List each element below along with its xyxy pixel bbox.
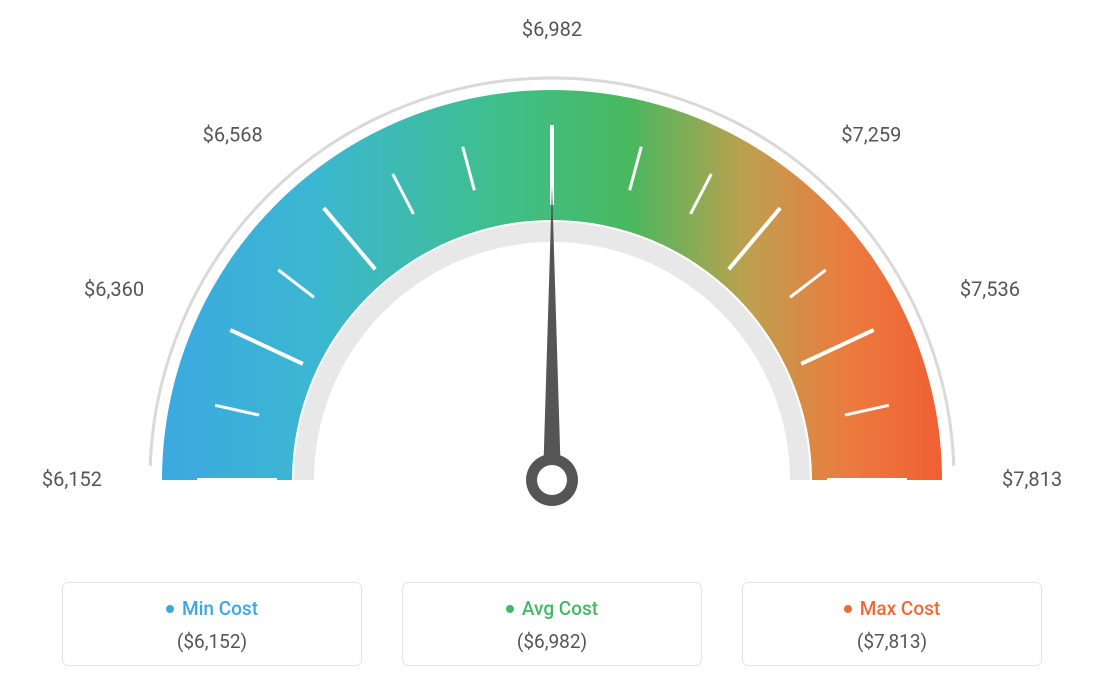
gauge-tick-label: $7,259 [841,122,901,146]
legend-label-max: Max Cost [860,597,940,620]
gauge-tick-label: $6,982 [522,17,582,41]
cost-gauge-chart: $6,152 $6,360 $6,568 $6,982 $7,259 $7,536 $7,8… [0,0,1104,690]
gauge-needle-hub-hole [537,465,567,495]
legend-dot-min [166,605,174,613]
legend-title-max: Max Cost [844,597,940,620]
legend-dot-max [844,605,852,613]
legend-card-max: Max Cost ($7,813) [742,582,1042,666]
gauge-tick-label: $6,568 [203,122,263,146]
gauge-tick-label: $6,360 [84,277,144,301]
legend-label-avg: Avg Cost [522,597,598,620]
legend-row: Min Cost ($6,152) Avg Cost ($6,982) Max … [0,582,1104,666]
legend-value-avg: ($6,982) [413,630,691,653]
legend-card-avg: Avg Cost ($6,982) [402,582,702,666]
legend-dot-avg [506,605,514,613]
legend-card-min: Min Cost ($6,152) [62,582,362,666]
legend-value-max: ($7,813) [753,630,1031,653]
gauge-tick-label: $7,536 [960,277,1020,301]
legend-value-min: ($6,152) [73,630,351,653]
legend-title-min: Min Cost [166,597,258,620]
legend-label-min: Min Cost [182,597,258,620]
gauge-tick-label: $7,813 [1002,467,1062,491]
gauge-svg: $6,152 $6,360 $6,568 $6,982 $7,259 $7,536 $7,8… [0,0,1104,560]
gauge-tick-label: $6,152 [42,467,102,491]
legend-title-avg: Avg Cost [506,597,598,620]
